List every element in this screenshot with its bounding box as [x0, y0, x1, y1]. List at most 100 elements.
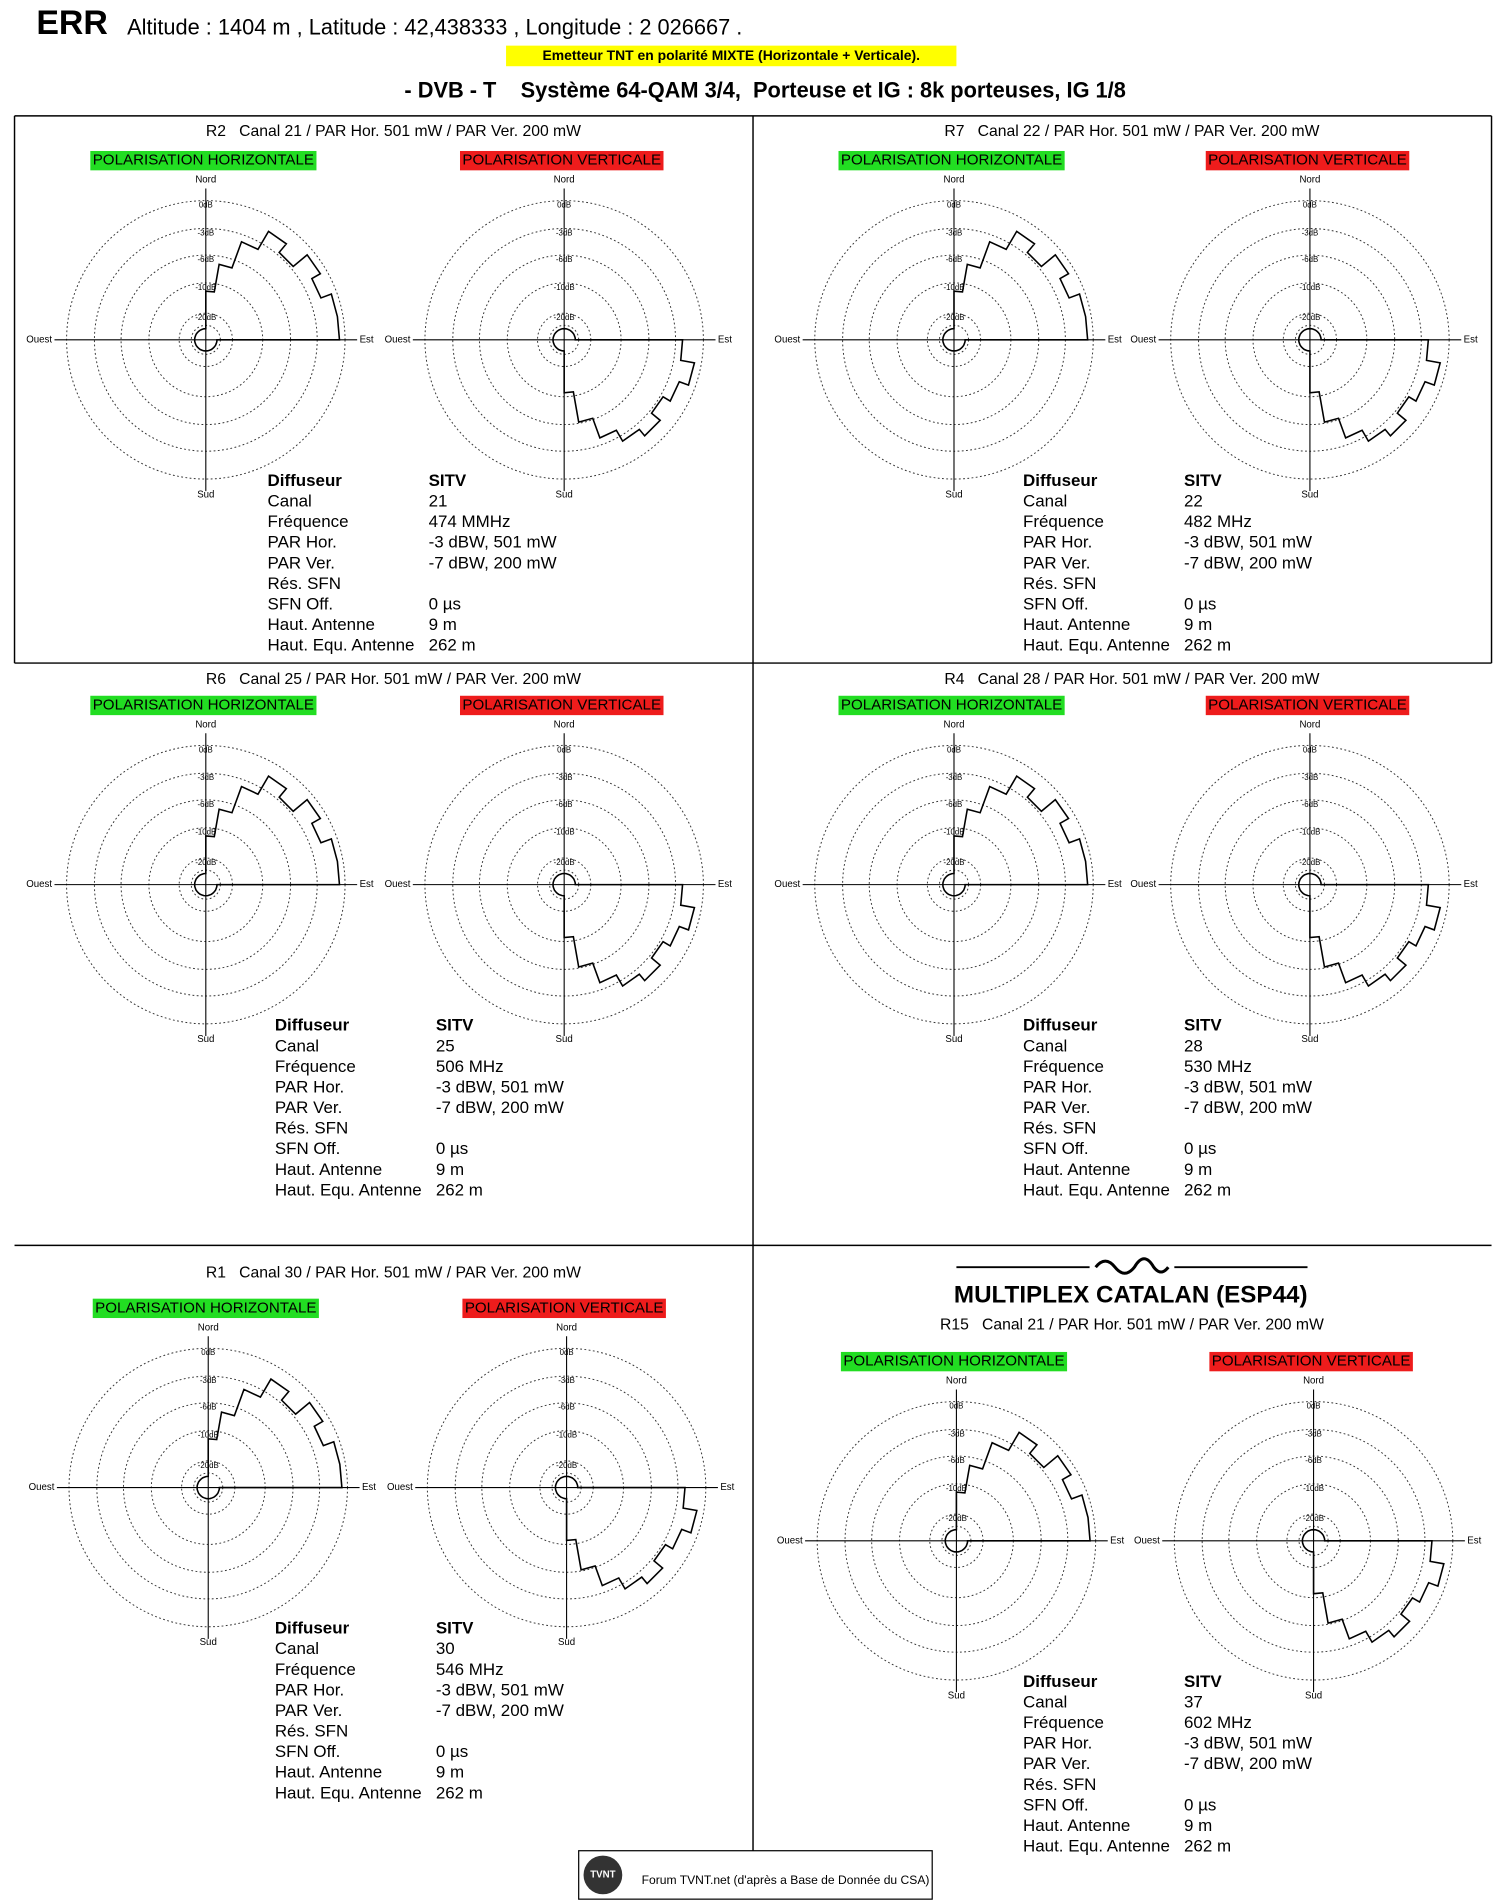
radiation-pattern [193, 775, 341, 897]
polarisation-label: POLARISATION VERTICALE [1208, 152, 1407, 169]
west-label: Ouest [1134, 1535, 1160, 1546]
info-label: Diffuseur [1023, 1016, 1098, 1035]
ring-label: -10dB [195, 828, 216, 837]
polarisation-label: POLARISATION HORIZONTALE [95, 1299, 316, 1316]
info-value: 21 [429, 492, 448, 511]
info-label: SFN Off. [1023, 594, 1089, 613]
radiation-pattern [1298, 327, 1442, 443]
polarisation-label: POLARISATION HORIZONTALE [841, 152, 1062, 169]
info-label: Fréquence [1023, 1057, 1104, 1076]
frame [13, 115, 1493, 1884]
ornament [956, 1257, 1308, 1275]
info-label: PAR Ver. [275, 1098, 342, 1117]
south-label: Sud [556, 1034, 573, 1045]
ring-label: -10dB [195, 283, 216, 292]
info-label: Canal [1023, 492, 1067, 511]
ring-label: -20dB [1303, 1514, 1324, 1523]
info-label: Rés. SFN [275, 1722, 348, 1741]
info-value: 37 [1184, 1692, 1203, 1711]
east-label: Est [1110, 1535, 1124, 1546]
polarisation-badge [838, 695, 1065, 716]
info-label: PAR Hor. [1023, 1734, 1092, 1753]
info-label: PAR Ver. [1023, 1754, 1090, 1773]
info-value: -7 dBW, 200 mW [1184, 553, 1312, 572]
ring-label: -3dB [948, 1429, 965, 1438]
info-value: -7 dBW, 200 mW [429, 553, 557, 572]
info-label: Haut. Equ. Antenne [1023, 636, 1170, 655]
radiation-pattern [1298, 872, 1442, 988]
polarisation-badge [838, 150, 1065, 171]
radiation-pattern [944, 1431, 1091, 1553]
east-label: Est [360, 879, 374, 890]
north-label: Nord [198, 1322, 219, 1333]
info-value: 602 MHz [1184, 1713, 1252, 1732]
info-label: Fréquence [1023, 1713, 1104, 1732]
polarisation-badge [459, 150, 664, 171]
radiation-pattern [552, 327, 696, 443]
polarisation-badge [92, 1298, 319, 1319]
ring-label: -3dB [1302, 773, 1319, 782]
ring-label: -20dB [554, 313, 575, 322]
panel-heading: R1 Canal 30 / PAR Hor. 501 mW / PAR Ver.… [206, 1264, 581, 1281]
info-label: Canal [275, 1639, 319, 1658]
info-label: PAR Hor. [275, 1077, 344, 1096]
west-label: Ouest [774, 879, 800, 890]
east-label: Est [718, 334, 732, 345]
location: Altitude : 1404 m , Latitude : 42,438333… [127, 14, 742, 39]
ring-label: -3dB [1302, 228, 1319, 237]
info-label: Rés. SFN [1023, 1775, 1096, 1794]
north-label: Nord [944, 719, 965, 730]
info-value: -7 dBW, 200 mW [1184, 1098, 1312, 1117]
ring-label: 0dB [557, 745, 571, 754]
info-value: 9 m [1184, 1816, 1212, 1835]
ring-label: -3dB [556, 773, 573, 782]
ring-label: -20dB [1299, 858, 1320, 867]
ring-label: -3dB [556, 228, 573, 237]
info-label: PAR Ver. [1023, 553, 1090, 572]
info-value: 22 [1184, 492, 1203, 511]
west-label: Ouest [385, 334, 411, 345]
polarisation-label: POLARISATION VERTICALE [1212, 1353, 1411, 1370]
ring-label: -10dB [1299, 283, 1320, 292]
info-value: 506 MHz [436, 1057, 504, 1076]
south-label: Sud [558, 1637, 575, 1648]
info-label: PAR Hor. [275, 1680, 344, 1699]
ring-label: -6dB [198, 800, 215, 809]
west-label: Ouest [385, 879, 411, 890]
info-label: Haut. Antenne [275, 1160, 382, 1179]
ring-label: -20dB [554, 858, 575, 867]
station: ERR [36, 4, 108, 42]
polarisation-label: POLARISATION VERTICALE [462, 696, 661, 713]
polarisation-label: POLARISATION HORIZONTALE [843, 1353, 1064, 1370]
ring-label: -6dB [556, 255, 573, 264]
ring-label: -10dB [946, 1484, 967, 1493]
info-value: SITV [1184, 1672, 1222, 1691]
info-label: PAR Ver. [275, 1701, 342, 1720]
panel-heading: R15 Canal 21 / PAR Hor. 501 mW / PAR Ver… [940, 1316, 1324, 1333]
info-label: Haut. Equ. Antenne [275, 1783, 422, 1802]
east-label: Est [718, 879, 732, 890]
footer-text: Forum TVNT.net (d'après a Base de Donnée… [642, 1873, 930, 1887]
info-value: 0 µs [1184, 1139, 1216, 1158]
ring-label: -3dB [198, 228, 215, 237]
info-label: Haut. Antenne [1023, 1160, 1130, 1179]
north-label: Nord [1299, 175, 1320, 186]
info-value: 0 µs [436, 1742, 468, 1761]
panel-heading: R7 Canal 22 / PAR Hor. 501 mW / PAR Ver.… [944, 123, 1319, 140]
ring-label: -6dB [558, 1403, 575, 1412]
info-label: Haut. Equ. Antenne [1023, 1837, 1170, 1856]
west-label: Ouest [387, 1482, 413, 1493]
info-value: 9 m [1184, 615, 1212, 634]
ring-label: -6dB [1302, 255, 1319, 264]
polarisation-badge [1205, 150, 1410, 171]
info-label: SFN Off. [275, 1139, 341, 1158]
info-value: 0 µs [436, 1139, 468, 1158]
info-label: Haut. Equ. Antenne [1023, 1180, 1170, 1199]
ring-label: -10dB [944, 283, 965, 292]
